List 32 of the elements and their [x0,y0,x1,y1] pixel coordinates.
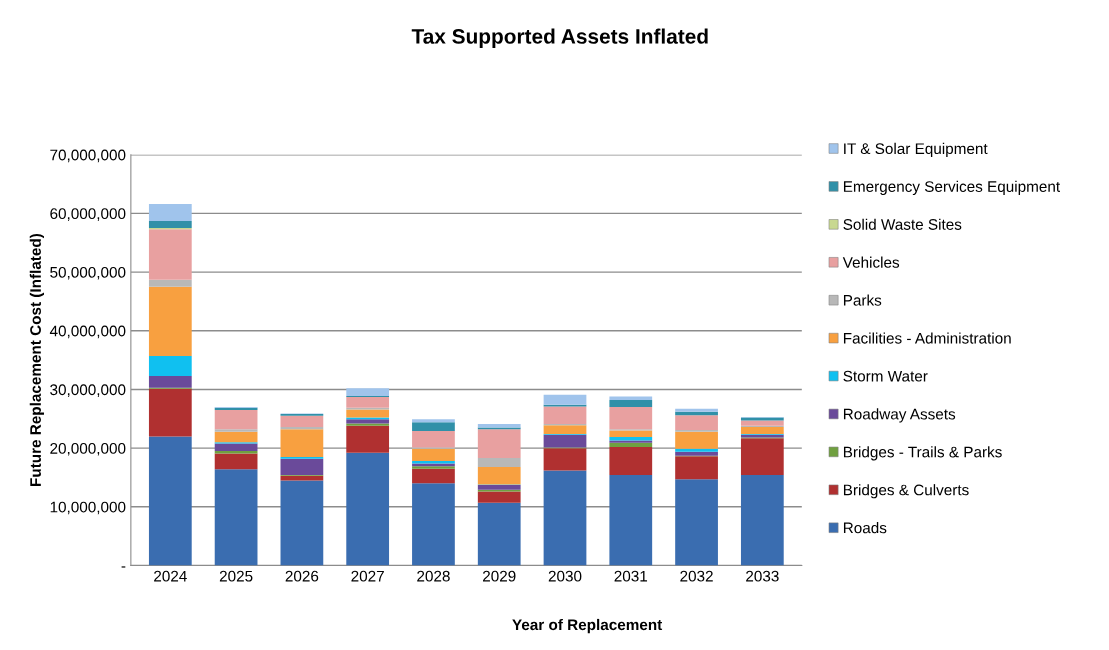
x-tick-label: 2032 [680,570,713,582]
y-tick-label: 40,000,000 [49,325,126,339]
x-tick-label: 2025 [219,570,253,582]
legend-label: Emergency Services Equipment [843,180,1060,195]
legend-label: Storm Water [843,370,928,382]
legend-label: IT & Solar Equipment [844,142,988,158]
x-tick-label: 2030 [548,570,582,582]
chart-title: Tax Supported Assets Inflated [411,28,708,48]
x-tick-label: 2024 [154,570,187,582]
x-tick-label: 2028 [417,570,450,582]
x-tick-label: 2026 [285,570,319,582]
x-axis-title: Year of Replacement [512,618,663,634]
legend-label: Vehicles [842,256,900,268]
legend-label: Roadway Assets [843,408,956,423]
legend-label: Roads [843,522,887,534]
y-tick-label: 10,000,000 [50,501,126,515]
y-tick-label: - [121,566,126,568]
x-tick-label: 2031 [614,570,648,582]
y-tick-label: 50,000,000 [50,266,126,280]
x-tick-label: 2027 [351,570,384,582]
y-tick-label: 60,000,000 [50,208,126,221]
y-axis-title: Future Replacement Cost (Inflated) [29,233,44,486]
y-tick-label: 30,000,000 [50,384,126,397]
y-tick-label: 70,000,000 [50,149,126,163]
legend-label: Facilities - Administration [843,332,1011,344]
x-tick-label: 2029 [483,570,516,582]
legend-label: Parks [843,294,882,306]
y-tick-label: 20,000,000 [50,443,126,456]
legend-label: Bridges - Trails & Parks [843,446,1002,461]
x-tick-label: 2033 [746,570,779,582]
legend-label: Bridges & Culverts [843,484,969,499]
legend-label: Solid Waste Sites [843,218,962,230]
